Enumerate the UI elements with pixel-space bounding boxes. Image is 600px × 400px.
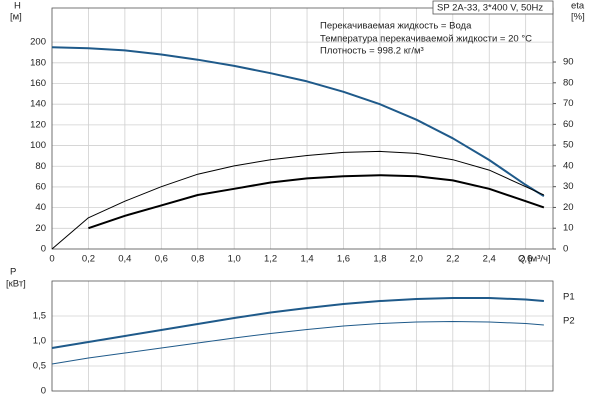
y2-tick-label: 50: [563, 140, 574, 151]
x-axis-title: Q [м³/ч]: [518, 254, 551, 265]
x-tick-label: 0,8: [191, 254, 204, 265]
y-tick-label: 0,5: [33, 361, 46, 372]
x-tick-label: 1,0: [228, 254, 241, 265]
x-tick-label: 0: [49, 254, 54, 265]
y-axis-title: H: [14, 1, 21, 12]
x-tick-label: 2,6: [519, 254, 532, 265]
x-tick-label: 0,2: [82, 254, 95, 265]
model-box: [432, 0, 554, 15]
x-tick-label: 1,8: [373, 254, 386, 265]
series-line: [51, 321, 544, 365]
x-tick-label: 0,4: [118, 254, 131, 265]
x-tick-label: 1,2: [264, 254, 277, 265]
y-tick-label: 40: [35, 202, 46, 213]
series-line: [51, 46, 545, 198]
top-frame: [51, 7, 554, 250]
y2-tick-label: 40: [563, 160, 574, 171]
y2-tick-label: 20: [563, 202, 574, 213]
y-tick-label: 100: [30, 140, 46, 151]
series-line: [88, 174, 545, 230]
y2-tick-label: 30: [563, 181, 574, 192]
y-tick-label: 1,5: [33, 311, 46, 322]
y-tick-label: 1,0: [33, 336, 46, 347]
series-line: [51, 150, 545, 250]
x-tick-label: 2,4: [483, 254, 496, 265]
p-axis-unit: [кВт]: [6, 279, 26, 290]
y-tick-label: 200: [30, 37, 46, 48]
y-tick-label: 0: [41, 386, 46, 397]
grid-layer: [51, 8, 553, 392]
y2-tick-label: 70: [563, 98, 574, 109]
x-tick-label: 2,0: [410, 254, 423, 265]
y2-tick-label: 10: [563, 223, 574, 234]
y-tick-label: 0: [41, 244, 46, 255]
x-tick-label: 1,4: [300, 254, 313, 265]
model-label: SP 2A-33, 3*400 V, 50Hz: [437, 3, 543, 14]
temperature-note: Температура перекачиваемой жидкости = 20…: [320, 34, 532, 45]
y-tick-label: 80: [35, 161, 46, 172]
y-tick-label: 20: [35, 223, 46, 234]
y-tick-label: 140: [30, 99, 46, 110]
y2-axis-title: eta: [571, 1, 585, 12]
x-tick-label: 1,6: [337, 254, 350, 265]
y2-tick-label: 80: [563, 77, 574, 88]
y-tick-label: 120: [30, 119, 46, 130]
y-axis-unit: [м]: [10, 12, 22, 23]
y2-tick-label: 60: [563, 119, 574, 130]
series-label: P2: [563, 316, 575, 327]
x-tick-label: 0,6: [155, 254, 168, 265]
y2-axis-unit: [%]: [571, 12, 585, 23]
fluid-note: Перекачиваемая жидкость = Вода: [320, 21, 472, 32]
y-tick-label: 60: [35, 181, 46, 192]
y2-tick-label: 0: [563, 244, 568, 255]
y-tick-label: 160: [30, 78, 46, 89]
series-line: [51, 297, 544, 349]
series-label: P1: [563, 292, 575, 303]
p-axis-title: P: [10, 267, 16, 278]
y-tick-label: 180: [30, 57, 46, 68]
bottom-frame: [51, 280, 554, 392]
y2-tick-label: 90: [563, 57, 574, 68]
density-note: Плотность = 998.2 кг/м³: [320, 46, 424, 57]
x-tick-label: 2,2: [446, 254, 459, 265]
